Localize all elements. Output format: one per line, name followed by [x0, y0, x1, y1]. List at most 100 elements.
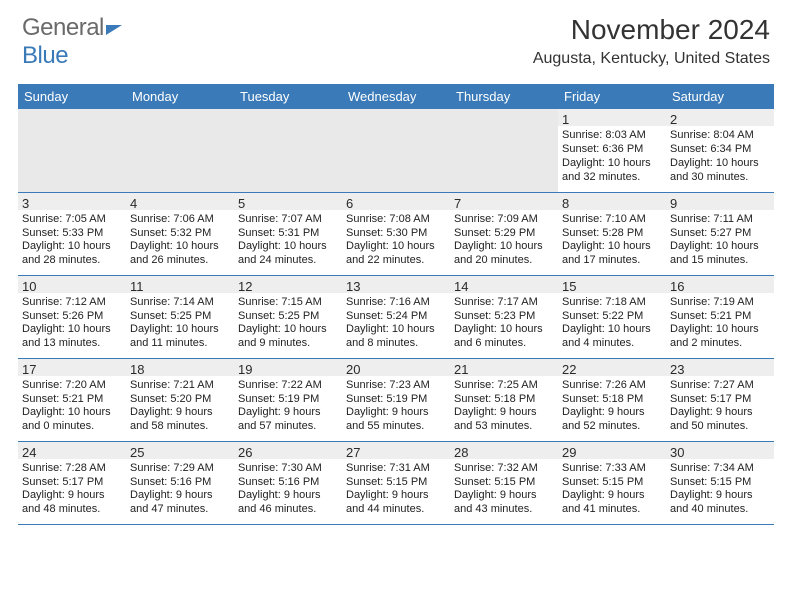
dow-cell: Monday — [126, 84, 234, 109]
month-title: November 2024 — [533, 14, 770, 46]
daylight-line: Daylight: 9 hours and 46 minutes. — [238, 489, 338, 517]
daylight-line: Daylight: 9 hours and 41 minutes. — [562, 489, 662, 517]
sunrise-line: Sunrise: 7:28 AM — [22, 462, 122, 476]
daylight-line: Daylight: 9 hours and 52 minutes. — [562, 406, 662, 434]
sunrise-line: Sunrise: 7:20 AM — [22, 379, 122, 393]
day-number: 14 — [454, 279, 554, 295]
day-cell: 3Sunrise: 7:05 AMSunset: 5:33 PMDaylight… — [18, 192, 126, 275]
dow-cell: Saturday — [666, 84, 774, 109]
day-cell: 28Sunrise: 7:32 AMSunset: 5:15 PMDayligh… — [450, 441, 558, 524]
sunrise-line: Sunrise: 7:22 AM — [238, 379, 338, 393]
day-number: 15 — [562, 279, 662, 295]
sunset-line: Sunset: 5:25 PM — [238, 310, 338, 324]
sunrise-line: Sunrise: 7:08 AM — [346, 213, 446, 227]
day-cell: 2Sunrise: 8:04 AMSunset: 6:34 PMDaylight… — [666, 109, 774, 192]
sunset-line: Sunset: 5:16 PM — [130, 476, 230, 490]
daylight-line: Daylight: 10 hours and 30 minutes. — [670, 157, 770, 185]
sunset-line: Sunset: 5:32 PM — [130, 227, 230, 241]
sunrise-line: Sunrise: 7:07 AM — [238, 213, 338, 227]
day-number: 17 — [22, 362, 122, 378]
week-row: 3Sunrise: 7:05 AMSunset: 5:33 PMDaylight… — [18, 192, 774, 275]
day-number: 23 — [670, 362, 770, 378]
sunset-line: Sunset: 6:34 PM — [670, 143, 770, 157]
day-cell: 24Sunrise: 7:28 AMSunset: 5:17 PMDayligh… — [18, 441, 126, 524]
sunrise-line: Sunrise: 7:31 AM — [346, 462, 446, 476]
sunrise-line: Sunrise: 7:27 AM — [670, 379, 770, 393]
day-number: 13 — [346, 279, 446, 295]
sunset-line: Sunset: 5:17 PM — [670, 393, 770, 407]
sunrise-line: Sunrise: 7:32 AM — [454, 462, 554, 476]
dow-cell: Wednesday — [342, 84, 450, 109]
sunrise-line: Sunrise: 7:29 AM — [130, 462, 230, 476]
day-cell — [126, 109, 234, 192]
daylight-line: Daylight: 10 hours and 22 minutes. — [346, 240, 446, 268]
week-row: 17Sunrise: 7:20 AMSunset: 5:21 PM Dayligh… — [18, 358, 774, 441]
dow-cell: Friday — [558, 84, 666, 109]
daylight-line: Daylight: 10 hours and 20 minutes. — [454, 240, 554, 268]
sunset-line: Sunset: 5:18 PM — [562, 393, 662, 407]
sunrise-line: Sunrise: 7:34 AM — [670, 462, 770, 476]
daylight-line: Daylight: 9 hours and 44 minutes. — [346, 489, 446, 517]
sunset-line: Sunset: 5:21 PM — [22, 393, 122, 407]
daylight-line: Daylight: 10 hours and 32 minutes. — [562, 157, 662, 185]
day-cell: 4Sunrise: 7:06 AMSunset: 5:32 PMDaylight… — [126, 192, 234, 275]
week-row: 24Sunrise: 7:28 AMSunset: 5:17 PMDayligh… — [18, 441, 774, 524]
logo: General Blue — [22, 14, 122, 70]
day-number: 2 — [670, 112, 770, 128]
daylight-line: Daylight: 10 hours and 8 minutes. — [346, 323, 446, 351]
sunset-line: Sunset: 5:19 PM — [346, 393, 446, 407]
week-row: 1Sunrise: 8:03 AMSunset: 6:36 PMDaylight… — [18, 109, 774, 192]
daylight-line: Daylight: 9 hours and 43 minutes. — [454, 489, 554, 517]
header: General Blue November 2024 Augusta, Kent… — [0, 0, 792, 76]
daylight-line: Daylight: 9 hours and 57 minutes. — [238, 406, 338, 434]
daylight-line: Daylight: 10 hours and 6 minutes. — [454, 323, 554, 351]
day-cell: 17Sunrise: 7:20 AMSunset: 5:21 PMDayligh… — [18, 358, 126, 441]
day-number: 24 — [22, 445, 122, 461]
sunset-line: Sunset: 5:15 PM — [670, 476, 770, 490]
sunset-line: Sunset: 5:15 PM — [562, 476, 662, 490]
daylight-line: Daylight: 9 hours and 58 minutes. — [130, 406, 230, 434]
day-cell: 25Sunrise: 7:29 AMSunset: 5:16 PMDayligh… — [126, 441, 234, 524]
sunrise-line: Sunrise: 7:25 AM — [454, 379, 554, 393]
sunset-line: Sunset: 5:17 PM — [22, 476, 122, 490]
day-number: 29 — [562, 445, 662, 461]
day-number: 16 — [670, 279, 770, 295]
dow-row: SundayMondayTuesdayWednesdayThursdayFrid… — [18, 84, 774, 109]
day-cell: 15Sunrise: 7:18 AMSunset: 5:22 PMDayligh… — [558, 275, 666, 358]
day-cell: 30Sunrise: 7:34 AMSunset: 5:15 PMDayligh… — [666, 441, 774, 524]
location: Augusta, Kentucky, United States — [533, 50, 770, 68]
day-number: 30 — [670, 445, 770, 461]
triangle-icon — [106, 25, 122, 35]
day-cell: 11Sunrise: 7:14 AMSunset: 5:25 PMDayligh… — [126, 275, 234, 358]
sunrise-line: Sunrise: 7:19 AM — [670, 296, 770, 310]
day-cell: 5Sunrise: 7:07 AMSunset: 5:31 PMDaylight… — [234, 192, 342, 275]
logo-text: General Blue — [22, 14, 122, 70]
day-number: 12 — [238, 279, 338, 295]
day-number: 7 — [454, 196, 554, 212]
sunrise-line: Sunrise: 7:30 AM — [238, 462, 338, 476]
day-cell: 12Sunrise: 7:15 AMSunset: 5:25 PMDayligh… — [234, 275, 342, 358]
sunrise-line: Sunrise: 7:11 AM — [670, 213, 770, 227]
day-number: 9 — [670, 196, 770, 212]
daylight-line: Daylight: 10 hours and 15 minutes. — [670, 240, 770, 268]
daylight-line: Daylight: 9 hours and 50 minutes. — [670, 406, 770, 434]
day-cell: 19Sunrise: 7:22 AMSunset: 5:19 PMDayligh… — [234, 358, 342, 441]
daylight-line: Daylight: 10 hours and 17 minutes. — [562, 240, 662, 268]
sunrise-line: Sunrise: 7:18 AM — [562, 296, 662, 310]
day-number: 11 — [130, 279, 230, 295]
day-cell — [18, 109, 126, 192]
day-number: 1 — [562, 112, 662, 128]
dow-cell: Sunday — [18, 84, 126, 109]
day-cell: 21Sunrise: 7:25 AMSunset: 5:18 PMDayligh… — [450, 358, 558, 441]
day-number: 21 — [454, 362, 554, 378]
day-cell: 18Sunrise: 7:21 AMSunset: 5:20 PMDayligh… — [126, 358, 234, 441]
sunset-line: Sunset: 5:15 PM — [454, 476, 554, 490]
sunrise-line: Sunrise: 7:33 AM — [562, 462, 662, 476]
day-number: 28 — [454, 445, 554, 461]
daylight-line: Daylight: 10 hours and 9 minutes. — [238, 323, 338, 351]
sunset-line: Sunset: 5:33 PM — [22, 227, 122, 241]
sunset-line: Sunset: 5:28 PM — [562, 227, 662, 241]
calendar-table: SundayMondayTuesdayWednesdayThursdayFrid… — [18, 84, 774, 525]
daylight-line: Daylight: 9 hours and 48 minutes. — [22, 489, 122, 517]
day-cell: 23Sunrise: 7:27 AMSunset: 5:17 PMDayligh… — [666, 358, 774, 441]
